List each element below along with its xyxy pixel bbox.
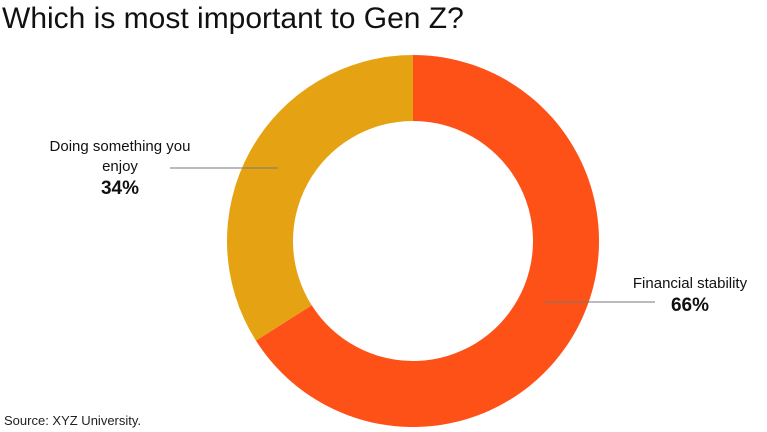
category-label: Financial stability — [632, 275, 748, 292]
category-label: Doing something you enjoy — [49, 138, 191, 175]
slice-label: Doing something you enjoy 34% — [40, 137, 200, 199]
donut-slice — [226, 55, 413, 341]
slice-label: Financial stability 66% — [620, 274, 760, 316]
value-label: 66% — [670, 295, 710, 316]
value-label: 34% — [100, 178, 140, 199]
chart-title: Which is most important to Gen Z? — [2, 2, 464, 35]
source-note: Source: XYZ University. — [4, 413, 142, 428]
donut-slice — [255, 55, 599, 427]
